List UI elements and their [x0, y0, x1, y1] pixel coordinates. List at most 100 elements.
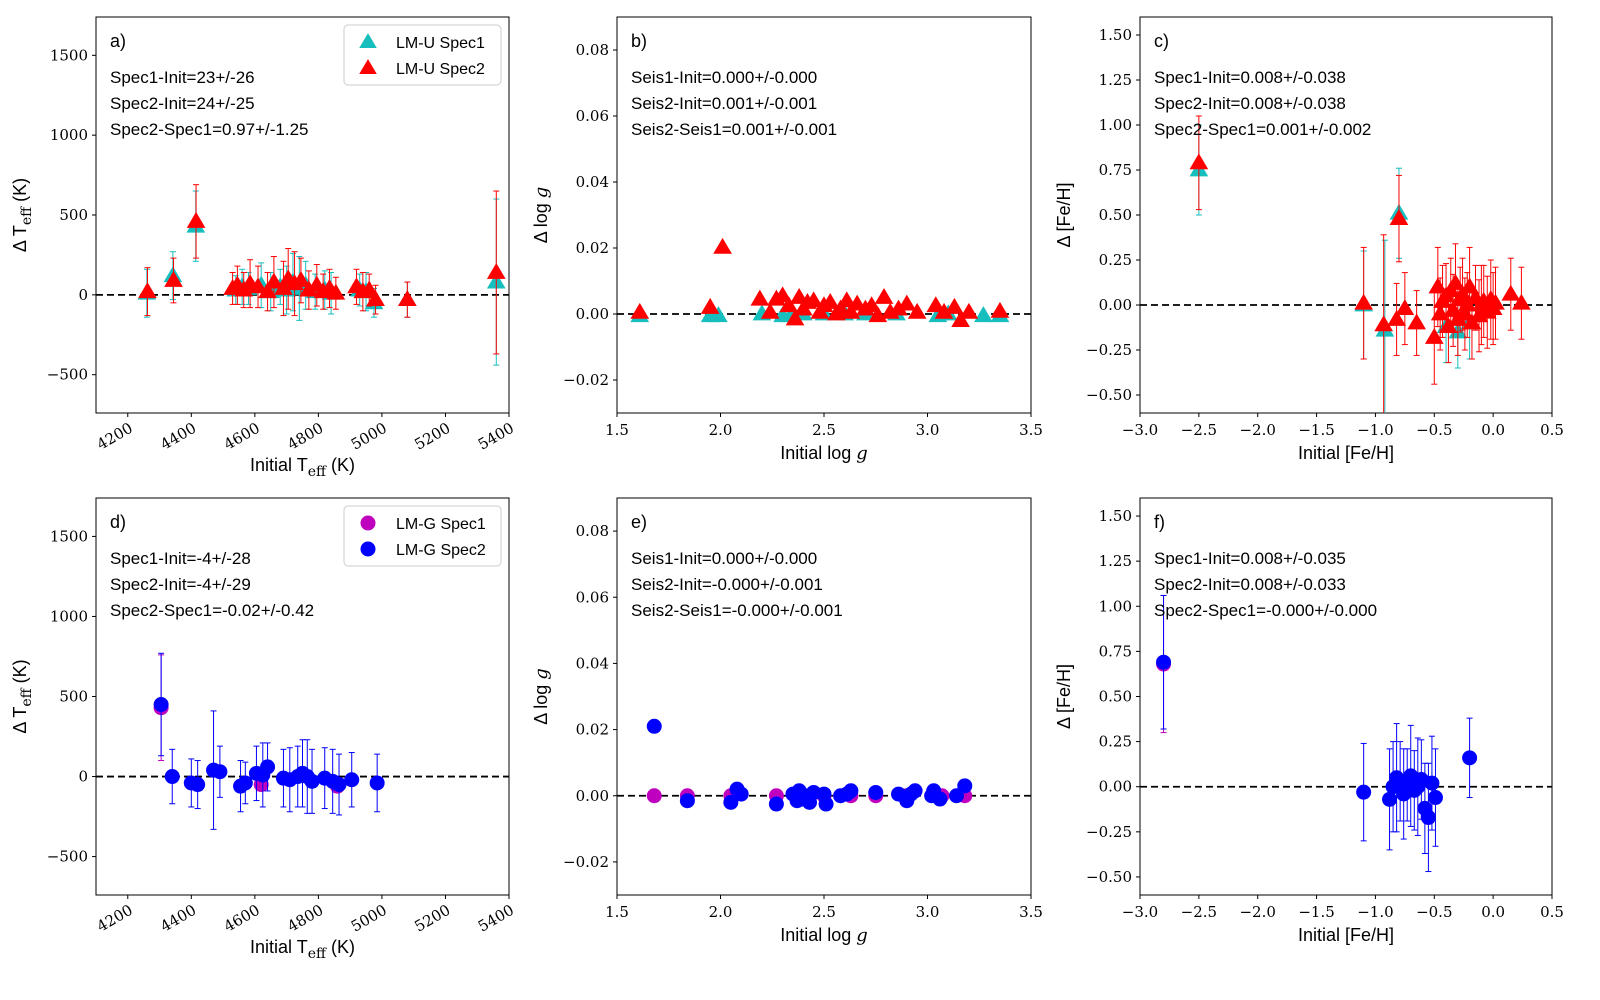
data-point [326, 283, 346, 300]
data-point [397, 290, 417, 307]
x-axis-label-sub: eff [308, 464, 327, 480]
series-lm-u-spec1 [137, 190, 506, 366]
data-point [1374, 315, 1394, 332]
y-axis-label-italic: g [531, 187, 552, 199]
x-tick-label: −3.0 [1122, 421, 1158, 439]
data-point [1455, 304, 1475, 321]
data-point [138, 282, 157, 299]
x-tick-label: 2.5 [812, 903, 836, 921]
data-point [709, 306, 728, 323]
x-tick-label: 5400 [475, 419, 517, 454]
y-axis-label-main: Δ T [10, 225, 30, 252]
stat-annotation: Spec2-Init=0.008+/-0.038 [1154, 94, 1346, 113]
series-lm-g-spec2 [153, 652, 385, 830]
x-tick-label: −0.5 [1416, 421, 1452, 439]
y-tick-label: 0.75 [1099, 642, 1132, 660]
stat-annotation: Seis1-Init=0.000+/-0.000 [631, 549, 817, 568]
y-tick-label: 1.50 [1099, 26, 1132, 44]
x-tick-label: −1.0 [1357, 421, 1393, 439]
data-point [1156, 654, 1172, 670]
data-point [818, 796, 834, 812]
data-point [304, 773, 320, 789]
y-axis-label: Δ Teff (K) [10, 659, 35, 733]
stat-annotation: Spec2-Spec1=0.001+/-0.002 [1154, 120, 1371, 139]
panel-d: −500 0 500 1000 1500 4200 4400 4600 4800 5000 5200… [10, 497, 517, 962]
data-point [153, 697, 169, 713]
data-point [1446, 273, 1465, 290]
y-tick-label: 0.50 [1099, 206, 1132, 224]
data-point [212, 764, 228, 780]
data-point [820, 292, 840, 309]
legend-marker [360, 515, 376, 531]
data-point [750, 289, 770, 306]
y-axis-label-main: Δ log [531, 198, 551, 243]
stat-annotation: Spec2-Spec1=-0.02+/-0.42 [110, 601, 314, 620]
x-tick-label: 5000 [348, 901, 390, 936]
data-point [1356, 784, 1372, 800]
y-tick-label: 0.25 [1099, 251, 1132, 269]
series-lm-u-spec2 [138, 184, 506, 355]
plot-area [1156, 594, 1478, 873]
panel-label: c) [1154, 31, 1169, 51]
x-axis-label-main: Initial [Fe/H] [1298, 925, 1394, 945]
legend-entry: LM-U Spec1 [396, 35, 485, 52]
data-point [831, 299, 850, 316]
x-tick-label: 0.5 [1540, 903, 1564, 921]
y-tick-label: 1000 [50, 607, 88, 625]
y-tick-label: 0.08 [576, 522, 609, 540]
y-axis-label-sub: eff [19, 206, 35, 225]
x-tick-label: −2.0 [1239, 421, 1275, 439]
data-point [768, 796, 784, 812]
x-tick-label: 5200 [411, 419, 453, 454]
y-tick-label: 0.75 [1099, 161, 1132, 179]
data-point [773, 286, 792, 303]
stat-annotation: Spec2-Spec1=0.97+/-1.25 [110, 120, 308, 139]
data-point [679, 793, 695, 809]
y-axis-label-tail: (K) [10, 178, 30, 207]
x-axis-label-tail: (K) [326, 455, 355, 475]
stat-annotation: Spec1-Init=0.008+/-0.035 [1154, 549, 1346, 568]
x-tick-label: 4200 [94, 901, 136, 936]
data-point [291, 270, 311, 287]
data-point [646, 718, 662, 734]
data-point [959, 302, 979, 319]
y-axis-label-tail: (K) [10, 659, 30, 688]
data-point [646, 788, 662, 804]
stat-annotation: Seis1-Init=0.000+/-0.000 [631, 68, 817, 87]
y-tick-label: −0.25 [1086, 823, 1132, 841]
data-point [874, 288, 894, 304]
stat-annotation: Seis2-Seis1=0.001+/-0.001 [631, 120, 837, 139]
x-tick-label: 1.5 [605, 421, 629, 439]
data-point [630, 302, 650, 319]
plot-area [137, 184, 506, 366]
data-point [331, 777, 347, 793]
data-point [1427, 790, 1443, 806]
data-point [1462, 750, 1478, 766]
y-tick-label: 500 [59, 206, 88, 224]
x-tick-label: −2.5 [1181, 903, 1217, 921]
legend-entry: LM-U Spec2 [396, 61, 485, 78]
data-point [164, 769, 180, 785]
x-tick-label: 0.0 [1481, 903, 1505, 921]
data-point [1407, 313, 1426, 330]
legend-entry: LM-G Spec1 [396, 516, 486, 533]
y-axis-label-italic: g [531, 668, 552, 680]
y-axis-label-main: Δ [Fe/H] [1054, 182, 1074, 247]
y-tick-label: −0.50 [1086, 386, 1132, 404]
x-tick-label: 3.0 [916, 421, 940, 439]
y-tick-label: 0.50 [1099, 688, 1132, 706]
y-tick-label: −500 [47, 848, 88, 866]
data-point [237, 775, 253, 791]
data-point [248, 277, 268, 294]
y-axis-label-sub: eff [19, 687, 35, 706]
x-axis-label-main: Initial T [250, 937, 308, 957]
data-point [868, 784, 884, 800]
x-axis-label: Initial [Fe/H] [1298, 443, 1394, 463]
data-point [1387, 309, 1406, 326]
y-tick-label: 500 [59, 688, 88, 706]
data-point [974, 306, 993, 323]
legend-marker [360, 541, 376, 557]
x-tick-label: 0.0 [1481, 421, 1505, 439]
data-point [837, 291, 857, 308]
